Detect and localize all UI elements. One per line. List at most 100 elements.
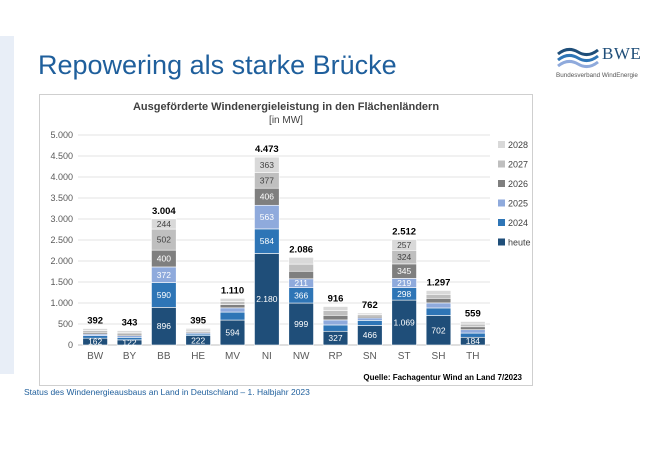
legend-swatch-2026 [498,180,505,187]
x-tick-label: ST [398,351,411,362]
bar-segment-2024 [322,324,349,332]
bar-value-label: 366 [294,290,308,300]
bar-value-label: 298 [397,289,411,299]
bar-total-label: 395 [190,315,207,326]
bwe-logo: BWE Bundesverband WindEnergie [556,44,648,84]
x-tick-label: RP [329,351,343,362]
bar-segment-2028 [460,321,486,325]
bar-value-label: 590 [157,290,171,300]
bar-value-label: 896 [157,321,171,331]
bar-value-label: 594 [225,328,239,338]
bar-segment-2026 [288,270,314,280]
bar-segment-2028 [288,257,314,265]
bar-value-label: 584 [260,236,274,246]
y-tick-label: 2.000 [50,256,73,266]
bar-value-label: 377 [260,175,274,185]
x-tick-label: BY [123,351,137,362]
bar-value-label: 122 [122,337,136,347]
legend-swatch-2024 [498,219,505,226]
bar-segment-2026 [460,326,486,331]
bar-segment-2024 [151,282,177,308]
bar-segment-2025 [322,319,349,326]
bar-total-label: 1.110 [221,285,244,296]
bar-segment-2027 [219,301,246,305]
y-tick-label: 4.000 [50,172,73,182]
bar-segment-2028 [219,298,246,302]
chart-subtitle: [in MW] [269,115,303,126]
bar-total-label: 2.086 [289,244,313,255]
bar-value-label: 999 [294,319,308,329]
logo-wordmark: BWE [602,44,642,63]
y-tick-label: 1.000 [50,298,73,308]
legend-label: heute [508,238,531,248]
bar-segment-heute [288,302,314,346]
left-accent-strip [0,36,14,374]
x-tick-label: HE [191,351,205,362]
bar-segment-2026 [322,315,349,321]
legend-swatch-heute [498,238,505,246]
x-tick-label: BB [157,351,171,362]
bar-total-label: 343 [122,318,138,329]
bar-total-label: 4.473 [255,144,279,155]
slide-footer: Status des Windenergieausbaus an Land in… [24,387,310,397]
bar-value-label: 363 [260,160,274,170]
bar-segment-2025 [460,329,486,334]
bar-segment-2025 [357,317,383,321]
bar-value-label: 184 [466,336,480,346]
legend-label: 2027 [508,160,528,170]
bar-segment-2025 [425,302,452,309]
y-tick-label: 1.500 [50,277,73,287]
bar-segment-2026 [219,304,246,309]
bar-value-label: 563 [260,212,274,222]
bar-segment-2025 [219,307,246,313]
bar-value-label: 219 [397,278,411,288]
bar-value-label: 466 [363,330,377,340]
y-tick-label: 3.500 [50,193,73,203]
bar-segment-2028 [425,290,452,295]
bar-value-label: 257 [397,240,411,250]
x-tick-label: SN [363,351,377,362]
chart-frame: Ausgeförderte Windenergieleistung in den… [39,94,533,386]
bar-segment-heute [151,307,177,346]
bar-segment-2028 [391,239,417,251]
bar-segment-2028 [151,218,177,230]
bar-segment-2026 [425,297,452,304]
bar-segment-2027 [322,310,349,316]
bar-value-label: 327 [328,333,342,343]
bar-segment-2028 [254,156,280,173]
logo-subtitle: Bundesverband WindEnergie [556,72,638,79]
legend-swatch-2027 [498,160,505,168]
bar-segment-2024 [219,311,246,321]
bar-value-label: 244 [157,219,171,229]
chart-source: Quelle: Fachagentur Wind an Land 7/2023 [363,373,522,382]
chart-title: Ausgeförderte Windenergieleistung in den… [132,101,440,113]
bar-value-label: 222 [191,335,205,345]
bar-segment-2024 [425,307,452,316]
y-tick-label: 2.500 [50,235,73,245]
bar-segment-2024 [116,337,143,341]
bar-value-label: 211 [294,278,308,288]
slide-title: Repowering als starke Brücke [38,50,397,80]
bar-value-label: 372 [157,270,171,280]
bar-value-label: 502 [157,235,171,245]
bar-total-label: 2.512 [392,226,416,237]
bar-value-label: 702 [431,325,445,335]
legend-label: 2024 [508,218,528,228]
bar-total-label: 3.004 [152,206,176,217]
bar-value-label: 406 [260,192,274,202]
bar-total-label: 916 [328,294,344,305]
legend-label: 2025 [508,199,528,209]
y-tick-label: 3.000 [50,214,73,224]
bar-value-label: 324 [397,252,411,262]
bar-segment-2024 [357,320,383,326]
bar-segment-heute [219,319,246,346]
bar-segment-2024 [460,332,486,338]
x-tick-label: NI [262,351,272,362]
bar-segment-2028 [357,312,383,315]
bar-segment-2024 [82,335,108,339]
bar-segment-2028 [322,306,349,311]
x-tick-label: SH [432,351,446,362]
bar-segment-2027 [288,263,314,272]
bar-value-label: 1.069 [394,318,416,328]
bar-segment-2027 [460,323,486,328]
